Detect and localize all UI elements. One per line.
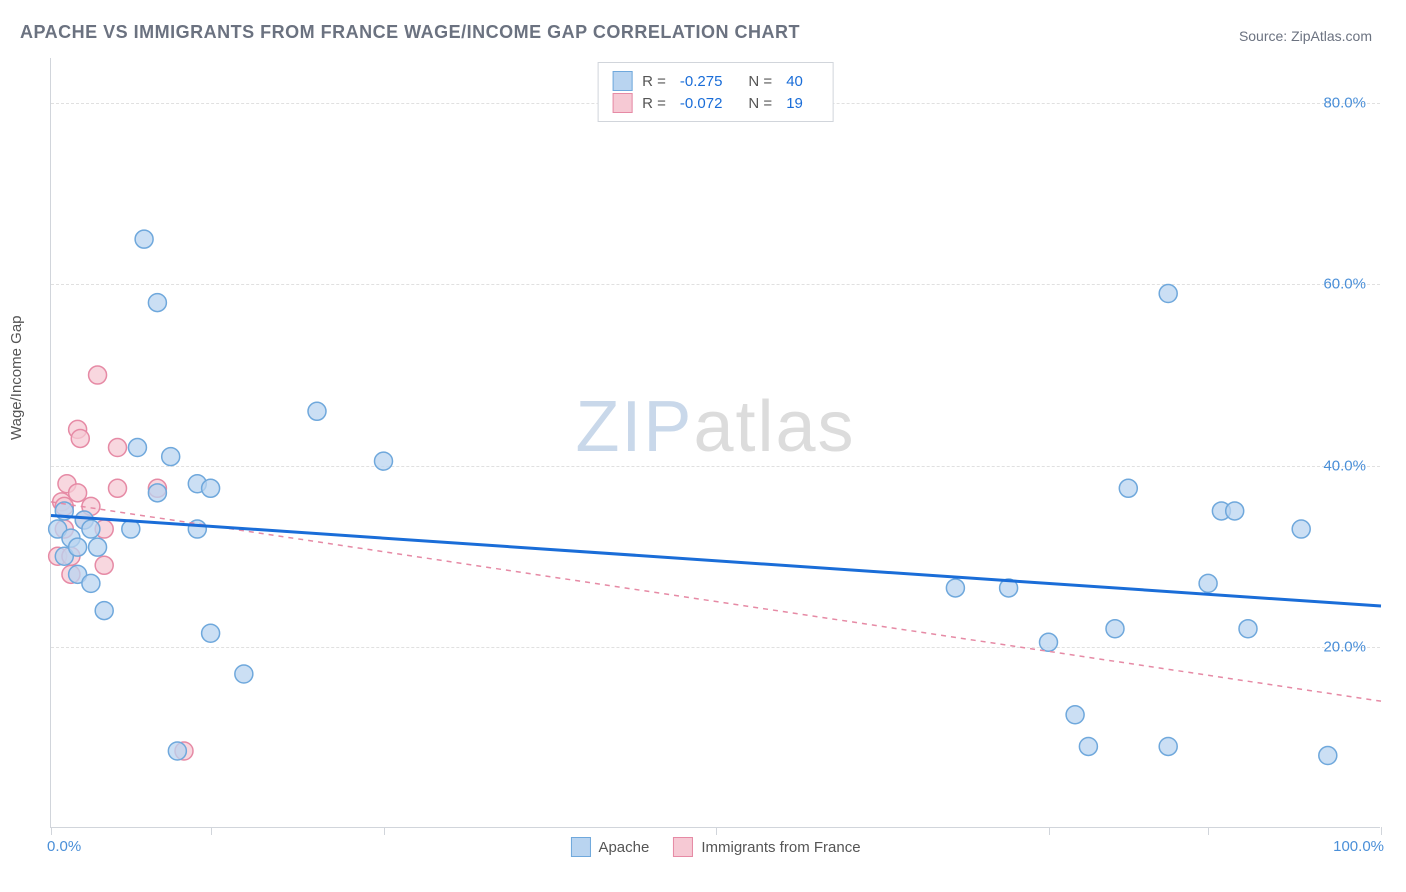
france-swatch-icon <box>612 93 632 113</box>
data-point <box>1040 633 1058 651</box>
legend-row-france: R = -0.072 N = 19 <box>612 93 819 113</box>
n-label: N = <box>748 73 772 90</box>
chart-plot-area: ZIPatlas 20.0%40.0%60.0%80.0% 0.0% 100.0… <box>50 58 1380 828</box>
correlation-legend: R = -0.275 N = 40 R = -0.072 N = 19 <box>597 62 834 122</box>
data-point <box>69 538 87 556</box>
apache-n-value: 40 <box>786 73 803 90</box>
x-tick <box>1049 827 1050 835</box>
data-point <box>95 602 113 620</box>
data-point <box>128 439 146 457</box>
france-n-value: 19 <box>786 95 803 112</box>
data-point <box>109 479 127 497</box>
n-label: N = <box>748 95 772 112</box>
data-point <box>1106 620 1124 638</box>
data-point <box>1159 285 1177 303</box>
data-point <box>82 520 100 538</box>
data-point <box>1292 520 1310 538</box>
data-point <box>89 538 107 556</box>
x-tick <box>51 827 52 835</box>
data-point <box>202 479 220 497</box>
data-point <box>375 452 393 470</box>
x-tick <box>211 827 212 835</box>
data-point <box>148 294 166 312</box>
apache-r-value: -0.275 <box>680 73 723 90</box>
france-swatch-icon <box>673 837 693 857</box>
r-label: R = <box>642 95 666 112</box>
scatter-plot-svg <box>51 58 1380 827</box>
x-tick <box>384 827 385 835</box>
data-point <box>1239 620 1257 638</box>
apache-swatch-icon <box>612 71 632 91</box>
apache-swatch-icon <box>570 837 590 857</box>
x-tick <box>1208 827 1209 835</box>
data-point <box>162 448 180 466</box>
data-point <box>1066 706 1084 724</box>
data-point <box>135 230 153 248</box>
data-point <box>69 484 87 502</box>
x-axis-min-label: 0.0% <box>47 838 81 855</box>
data-point <box>1079 737 1097 755</box>
x-tick <box>1381 827 1382 835</box>
data-point <box>202 624 220 642</box>
data-point <box>946 579 964 597</box>
data-point <box>109 439 127 457</box>
legend-row-apache: R = -0.275 N = 40 <box>612 71 819 91</box>
data-point <box>1226 502 1244 520</box>
france-series-label: Immigrants from France <box>701 839 860 856</box>
data-point <box>95 556 113 574</box>
series-legend: Apache Immigrants from France <box>570 837 860 857</box>
data-point <box>1119 479 1137 497</box>
r-label: R = <box>642 73 666 90</box>
data-point <box>308 402 326 420</box>
legend-item-apache: Apache <box>570 837 649 857</box>
x-tick <box>716 827 717 835</box>
data-point <box>89 366 107 384</box>
france-r-value: -0.072 <box>680 95 723 112</box>
apache-series-label: Apache <box>598 839 649 856</box>
data-point <box>71 429 89 447</box>
trend-line <box>51 515 1381 606</box>
data-point <box>1319 747 1337 765</box>
data-point <box>168 742 186 760</box>
data-point <box>235 665 253 683</box>
chart-title: APACHE VS IMMIGRANTS FROM FRANCE WAGE/IN… <box>20 22 800 43</box>
data-point <box>1199 574 1217 592</box>
source-label: Source: ZipAtlas.com <box>1239 28 1372 44</box>
data-point <box>1159 737 1177 755</box>
data-point <box>148 484 166 502</box>
data-point <box>82 574 100 592</box>
legend-item-france: Immigrants from France <box>673 837 860 857</box>
y-axis-label: Wage/Income Gap <box>8 315 25 440</box>
x-axis-max-label: 100.0% <box>1333 838 1384 855</box>
